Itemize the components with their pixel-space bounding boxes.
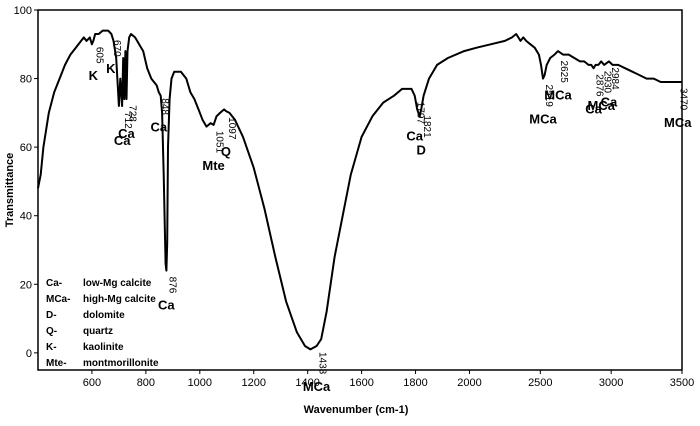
peak-number-k670: 670 bbox=[111, 40, 122, 57]
legend: Ca- low-Mg calcite MCa- high-Mg calcite … bbox=[46, 278, 159, 369]
x-tick-label: 1200 bbox=[241, 377, 265, 389]
peak-number-ca712: 712 bbox=[122, 112, 133, 129]
legend-abbr-q: Q- bbox=[46, 326, 57, 337]
legend-abbr-k: K- bbox=[46, 342, 57, 353]
y-axis-ticks: 0 20 40 60 80 100 bbox=[14, 5, 38, 360]
peak-label-mte1051: Mte bbox=[202, 158, 224, 173]
y-tick-label: 80 bbox=[20, 74, 32, 86]
y-tick-label: 40 bbox=[20, 211, 32, 223]
x-axis-ticks: 600 800 1000 1200 1400 1600 1800 2000 2500 3000 35… bbox=[83, 370, 694, 389]
x-tick-label: 3500 bbox=[670, 377, 694, 389]
peak-label-mca2930: MCa bbox=[588, 98, 616, 113]
peak-label-d1821: D bbox=[417, 142, 426, 157]
peak-label-mca2519: MCa bbox=[529, 112, 557, 127]
peak-number-k605: 605 bbox=[93, 47, 104, 64]
peak-label-ca2984: Ca bbox=[601, 94, 618, 109]
peak-label-ca1797: Ca bbox=[406, 129, 423, 144]
x-tick-label: 2000 bbox=[457, 377, 481, 389]
peak-label-ca712: Ca bbox=[114, 133, 131, 148]
peak-label-ca2876: Ca bbox=[585, 101, 602, 116]
peak-label-mca2625: MCa bbox=[544, 88, 572, 103]
peak-number-ca876: 876 bbox=[166, 277, 177, 294]
peak-number-mte1051: 1051 bbox=[214, 131, 225, 154]
y-axis-title: Transmittance bbox=[4, 153, 16, 228]
x-tick-label: 2500 bbox=[528, 377, 552, 389]
peak-number-ca2984: 2984 bbox=[609, 67, 620, 90]
peak-number-ca728: 728 bbox=[126, 105, 137, 122]
spectrum-line bbox=[37, 29, 682, 351]
legend-abbr-mca: MCa- bbox=[46, 294, 70, 305]
y-tick-label: 60 bbox=[20, 142, 32, 154]
x-tick-label: 800 bbox=[137, 377, 155, 389]
peak-label-ca848: Ca bbox=[151, 119, 168, 134]
peak-annotations: 670K605K728Ca712Ca848Ca876Ca1051Mte1097Q… bbox=[89, 40, 693, 394]
peak-number-d1821: 1821 bbox=[421, 115, 432, 138]
x-tick-label: 1800 bbox=[403, 377, 427, 389]
legend-abbr-mte: Mte- bbox=[46, 358, 67, 369]
peak-number-ca2876: 2876 bbox=[594, 74, 605, 97]
peak-number-mca2930: 2930 bbox=[601, 71, 612, 94]
x-tick-label: 1400 bbox=[295, 377, 319, 389]
x-axis-title: Wavenumber (cm-1) bbox=[304, 404, 409, 416]
x-tick-label: 1600 bbox=[349, 377, 373, 389]
legend-text-q: quartz bbox=[83, 326, 113, 337]
x-tick-label: 3000 bbox=[599, 377, 623, 389]
peak-label-ca876: Ca bbox=[158, 298, 175, 313]
peak-number-mca2625: 2625 bbox=[558, 61, 569, 84]
y-tick-label: 0 bbox=[26, 348, 32, 360]
peak-number-mca3470: 3470 bbox=[678, 88, 689, 111]
peak-number-ca1797: 1797 bbox=[415, 102, 426, 125]
peak-label-mca1433: MCa bbox=[303, 379, 331, 394]
legend-text-mca: high-Mg calcite bbox=[83, 294, 156, 305]
peak-number-mca2519: 2519 bbox=[543, 85, 554, 108]
x-tick-label: 1000 bbox=[188, 377, 212, 389]
peak-number-mca1433: 1433 bbox=[317, 352, 328, 375]
legend-abbr-d: D- bbox=[46, 310, 57, 321]
plot-area: 600 800 1000 1200 1400 1600 1800 2000 2500 3000 35… bbox=[14, 5, 695, 394]
plot-frame bbox=[37, 9, 683, 371]
peak-label-mca3470: MCa bbox=[664, 115, 692, 130]
y-tick-label: 20 bbox=[20, 279, 32, 291]
peak-label-ca728: Ca bbox=[118, 126, 135, 141]
legend-text-d: dolomite bbox=[83, 310, 125, 321]
legend-abbr-ca: Ca- bbox=[46, 278, 62, 289]
peak-label-q1097: Q bbox=[221, 144, 231, 159]
peak-number-q1097: 1097 bbox=[226, 117, 237, 140]
peak-label-k605: K bbox=[89, 68, 99, 83]
legend-text-k: kaolinite bbox=[83, 342, 124, 353]
x-tick-label: 600 bbox=[83, 377, 101, 389]
peak-number-ca848: 848 bbox=[159, 98, 170, 115]
peak-label-k670: K bbox=[106, 61, 116, 76]
legend-text-ca: low-Mg calcite bbox=[83, 278, 152, 289]
legend-text-mte: montmorillonite bbox=[83, 358, 159, 369]
y-tick-label: 100 bbox=[14, 5, 32, 17]
